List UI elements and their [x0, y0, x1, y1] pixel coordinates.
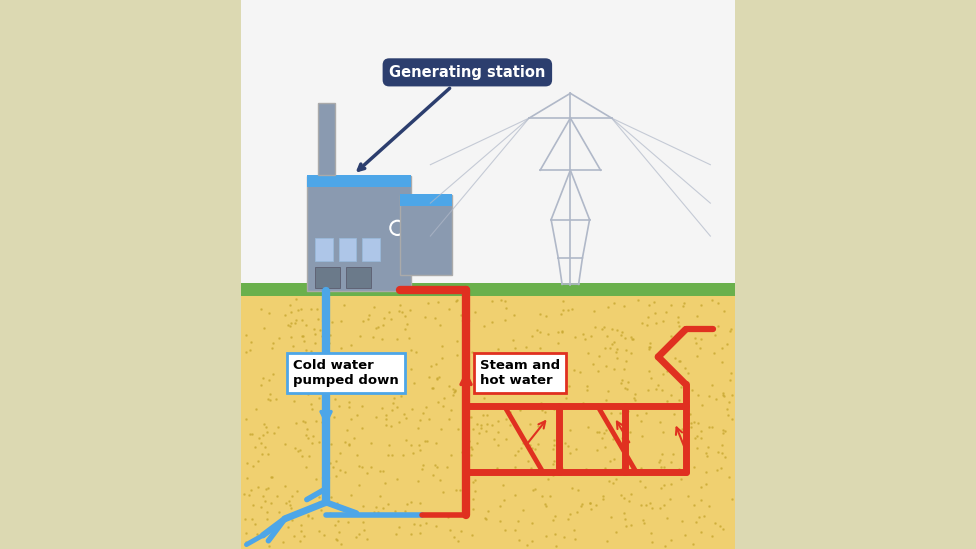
- FancyBboxPatch shape: [346, 267, 371, 288]
- FancyBboxPatch shape: [241, 0, 735, 291]
- FancyBboxPatch shape: [400, 194, 452, 206]
- Text: Generating station: Generating station: [358, 65, 546, 170]
- FancyBboxPatch shape: [306, 175, 411, 187]
- Text: Steam and
hot water: Steam and hot water: [480, 359, 560, 388]
- FancyBboxPatch shape: [306, 176, 411, 291]
- FancyBboxPatch shape: [315, 267, 340, 288]
- FancyBboxPatch shape: [339, 238, 356, 261]
- FancyBboxPatch shape: [318, 103, 336, 175]
- FancyBboxPatch shape: [400, 195, 452, 274]
- FancyBboxPatch shape: [315, 238, 333, 261]
- FancyBboxPatch shape: [362, 238, 380, 261]
- FancyBboxPatch shape: [241, 283, 735, 324]
- Text: Cold water
pumped down: Cold water pumped down: [293, 359, 399, 388]
- FancyBboxPatch shape: [241, 296, 735, 549]
